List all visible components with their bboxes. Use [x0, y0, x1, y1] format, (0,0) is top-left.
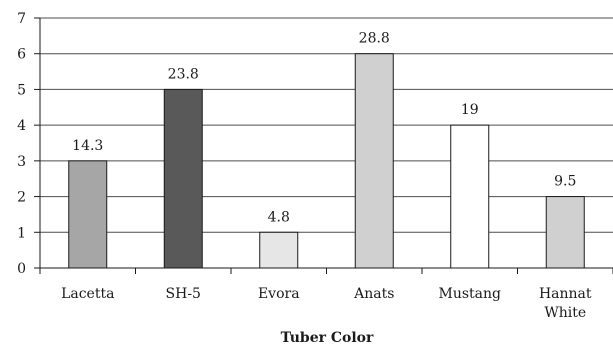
bar-mustang — [450, 124, 490, 269]
x-tick-label: SH-5 — [166, 286, 201, 302]
x-tick-label: Anats — [353, 286, 394, 302]
y-tick-label: 4 — [17, 118, 26, 134]
x-tick-label: Evora — [258, 286, 300, 302]
bar-lacetta — [68, 160, 108, 269]
x-tick-label: Lacetta — [61, 286, 114, 302]
bar-hannat-white — [545, 196, 585, 269]
labels: 0 1 2 3 4 5 6 7 14.3 Lacetta 23.8 SH-5 4.8 Evora 28.8 A… — [17, 11, 592, 321]
y-tick-label: 0 — [17, 261, 26, 277]
x-tick-label: Hannat White — [539, 286, 592, 321]
data-label: 28.8 — [359, 31, 390, 47]
y-tick-label: 3 — [17, 154, 26, 170]
y-tick-label: 6 — [17, 47, 26, 63]
y-tick-label: 1 — [17, 225, 26, 241]
x-tick-label: Mustang — [439, 286, 502, 302]
y-tick-label: 2 — [17, 190, 26, 206]
data-label: 14.3 — [72, 138, 103, 154]
data-label: 9.5 — [554, 174, 576, 190]
gridlines — [40, 17, 613, 233]
y-tick-label: 7 — [17, 11, 26, 27]
bars — [68, 53, 585, 269]
data-label: 23.8 — [168, 66, 199, 82]
y-tick-label: 5 — [17, 82, 26, 98]
data-label: 19 — [461, 102, 479, 118]
bar-anats — [354, 53, 394, 269]
bar-sh-5 — [163, 88, 203, 269]
bar-evora — [259, 231, 299, 269]
data-label: 4.8 — [268, 209, 290, 225]
axes — [34, 17, 613, 274]
x-axis-title: Tuber Color — [281, 330, 374, 346]
